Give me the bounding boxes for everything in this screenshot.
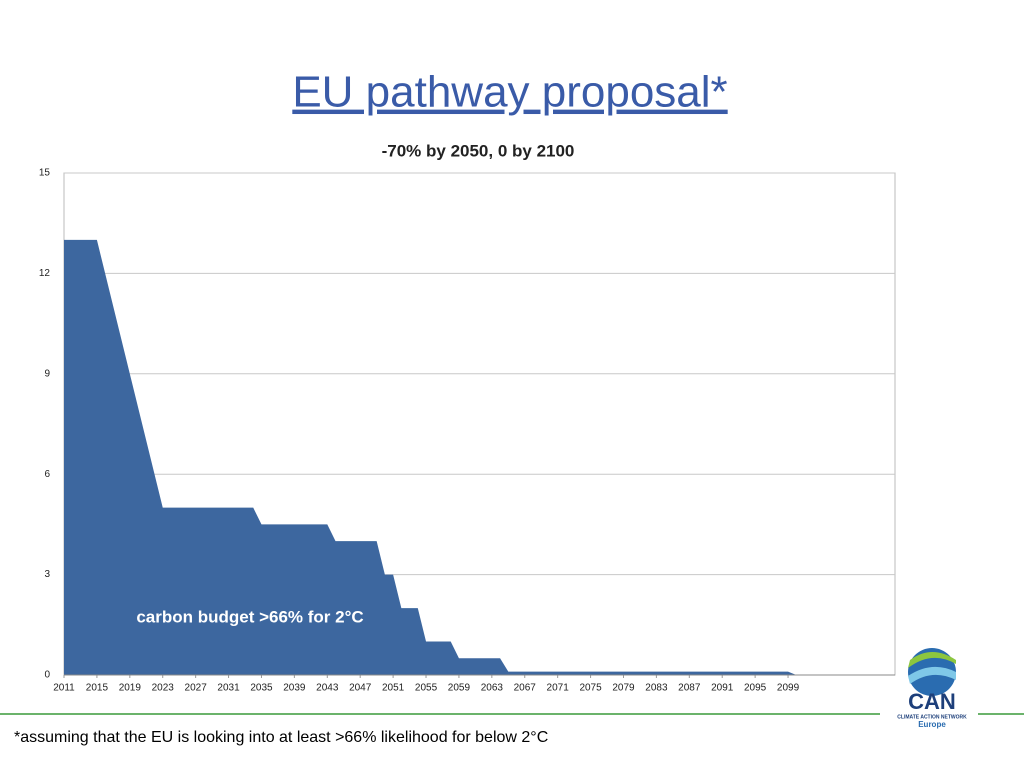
x-tick-label: 2083 [645,683,668,694]
x-tick-label: 2043 [316,683,339,694]
x-tick-label: 2059 [448,683,471,694]
x-tick-label: 2071 [547,683,570,694]
x-tick-label: 2031 [217,683,240,694]
x-tick-label: 2047 [349,683,372,694]
logo-subtitle: CLIMATE ACTION NETWORK [897,714,967,720]
logo-region: Europe [918,720,946,729]
slide-title: EU pathway proposal* [292,68,727,117]
chart-title: -70% by 2050, 0 by 2100 [382,141,575,160]
x-tick-label: 2039 [283,683,306,694]
annotation: carbon budget >66% for 2°C [136,607,363,626]
x-tick-label: 2075 [579,683,602,694]
y-tick-label: 0 [44,670,50,681]
x-tick-label: 2055 [415,683,438,694]
x-tick-label: 2079 [612,683,635,694]
x-tick-label: 2035 [250,683,273,694]
plot: 0 3 6 9 12 15 2011 2015 2019 2023 2027 2031 2035 2039… [39,168,896,694]
x-tick-label: 2067 [514,683,537,694]
y-tick-label: 3 [44,569,50,580]
x-tick-label: 2091 [711,683,734,694]
area [64,239,797,675]
y-tick-label: 12 [39,268,51,279]
x-tick-label: 2099 [777,683,800,694]
x-tick-label: 2027 [185,683,208,694]
x-tick-label: 2087 [678,683,701,694]
x-tick-label: 2095 [744,683,767,694]
x-tick-label: 2019 [119,683,142,694]
logo-swoosh [908,666,956,684]
logo-swoosh [908,652,956,668]
logo: CAN CLIMATE ACTION NETWORK Europe [897,648,967,729]
footnote: *assuming that the EU is looking into at… [14,729,548,746]
x-tick-label: 2051 [382,683,405,694]
logo-name: CAN [908,689,956,714]
y-tick-label: 9 [44,368,50,379]
y-tick-label: 6 [44,469,50,480]
x-tick-label: 2023 [152,683,175,694]
x-tick-label: 2063 [481,683,504,694]
x-tick-label: 2015 [86,683,109,694]
y-tick-label: 15 [39,168,51,179]
x-tick-label: 2011 [53,683,75,694]
